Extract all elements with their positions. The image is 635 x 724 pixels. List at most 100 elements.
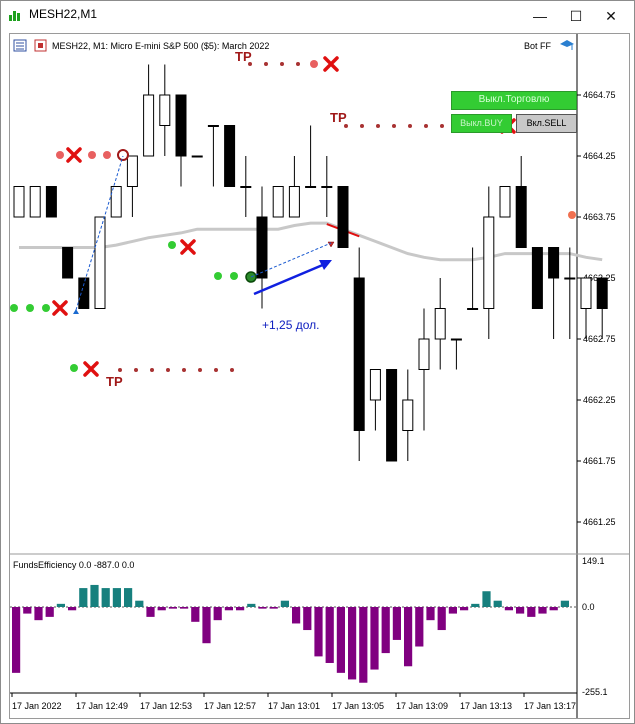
- candle-body: [207, 125, 219, 127]
- tp-label-3: TP: [106, 374, 123, 389]
- profit-arrow-head: [319, 260, 332, 270]
- tp-level-dot: [344, 124, 348, 128]
- candle-body: [499, 186, 511, 218]
- indicator-bar: [448, 607, 457, 614]
- chart-window-icon: [9, 11, 20, 21]
- price-label: 4664.75: [583, 90, 616, 100]
- ea-name: Bot FF: [524, 41, 552, 51]
- tp-level-dot: [376, 124, 380, 128]
- indicator-bar: [381, 607, 390, 654]
- indicator-scale-min: -255.1: [582, 687, 608, 697]
- indicator-bar: [202, 607, 211, 644]
- candle-body: [256, 216, 268, 279]
- candle-body: [337, 186, 349, 248]
- tp-level-dot: [310, 60, 318, 68]
- indicator-bar: [493, 600, 502, 607]
- entry-level-dot: [26, 304, 34, 312]
- indicator-bar: [112, 588, 121, 607]
- candle-body: [483, 216, 495, 309]
- minimize-button[interactable]: —: [533, 8, 547, 24]
- indicator-bar: [538, 607, 547, 614]
- time-label: 17 Jan 13:05: [332, 701, 384, 711]
- toggle-sell-button[interactable]: Вкл.SELL: [516, 114, 577, 133]
- tp-level-dot: [360, 124, 364, 128]
- candle-body: [240, 186, 252, 188]
- time-label: 17 Jan 2022: [12, 701, 62, 711]
- price-label: 4663.75: [583, 212, 616, 222]
- tp-level-dot: [248, 62, 252, 66]
- candle-body: [305, 186, 317, 188]
- candle-body: [272, 186, 284, 218]
- candle-body: [45, 186, 57, 218]
- maximize-button[interactable]: ☐: [569, 8, 583, 24]
- indicator-bar: [101, 588, 110, 607]
- indicator-label: FundsEfficiency 0.0 -887.0 0.0: [13, 560, 134, 570]
- tp-level-dot: [280, 62, 284, 66]
- candle-body: [126, 155, 138, 187]
- indicator-bar: [336, 607, 345, 673]
- price-label: 4662.25: [583, 395, 616, 405]
- close-button[interactable]: ✕: [605, 8, 617, 24]
- indicator-bar: [426, 607, 435, 621]
- candle-body: [564, 277, 576, 280]
- indicator-bar: [325, 607, 334, 663]
- indicator-bar: [560, 600, 569, 607]
- candle-body: [110, 186, 122, 218]
- indicator-bar: [269, 607, 278, 609]
- indicator-bar: [90, 584, 99, 607]
- entry-level-dot: [42, 304, 50, 312]
- indicator-bar: [314, 607, 323, 657]
- indicator-bar: [359, 607, 368, 683]
- time-label: 17 Jan 13:13: [460, 701, 512, 711]
- tp-level-dot: [118, 368, 122, 372]
- candle-body: [596, 277, 608, 309]
- toggle-trading-button[interactable]: Выкл.Торговлю: [451, 91, 577, 110]
- indicator-bar: [213, 607, 222, 621]
- close-x-mark: [52, 300, 68, 316]
- indicator-bar: [180, 607, 189, 609]
- candle-body: [467, 308, 479, 310]
- indicator-bar: [157, 607, 166, 611]
- tp-level-dot: [296, 62, 300, 66]
- indicator-scale-zero: 0.0: [582, 602, 595, 612]
- indicator-bar: [236, 607, 245, 611]
- price-label: 4664.25: [583, 151, 616, 161]
- indicator-bar: [280, 600, 289, 607]
- candle-body: [288, 186, 300, 218]
- candle-body: [159, 94, 171, 126]
- chart-area[interactable]: MESH22, M1: Micro E-mini S&P 500 ($5): M…: [9, 33, 630, 719]
- window-title: MESH22,M1: [29, 7, 98, 21]
- time-label: 17 Jan 13:01: [268, 701, 320, 711]
- title-bar[interactable]: MESH22,M1 — ☐ ✕: [1, 1, 634, 31]
- entry-level-dot: [214, 272, 222, 280]
- indicator-bar: [404, 607, 413, 667]
- indicator-bar: [370, 607, 379, 670]
- toggle-buy-button[interactable]: Выкл.BUY: [451, 114, 512, 133]
- indicator-bar: [146, 607, 155, 617]
- buy-arrow-marker: [73, 309, 79, 314]
- close-x-mark: [180, 239, 196, 255]
- tp-level-dot: [230, 368, 234, 372]
- candle-body: [224, 125, 236, 187]
- tp-level-dot: [214, 368, 218, 372]
- indicator-bar: [168, 607, 177, 609]
- indicator-bar: [45, 607, 54, 617]
- candle-body: [369, 369, 381, 401]
- candle-body: [531, 247, 543, 309]
- tp-level-dot: [264, 62, 268, 66]
- indicator-bar: [191, 607, 200, 622]
- price-chart[interactable]: MESH22, M1: Micro E-mini S&P 500 ($5): M…: [10, 34, 629, 718]
- candle-body: [580, 277, 592, 309]
- candle-body: [321, 186, 333, 188]
- close-x-mark: [83, 361, 99, 377]
- indicator-bar: [56, 603, 65, 607]
- indicator-bar: [415, 607, 424, 647]
- candle-body: [143, 94, 155, 157]
- indicator-bar: [79, 588, 88, 607]
- candle-body: [402, 399, 414, 431]
- candle-body: [515, 186, 527, 248]
- candle-body: [548, 247, 560, 279]
- profit-label: +1,25 дол.: [262, 318, 319, 332]
- tp-level-dot: [392, 124, 396, 128]
- indicator-bar: [348, 607, 357, 680]
